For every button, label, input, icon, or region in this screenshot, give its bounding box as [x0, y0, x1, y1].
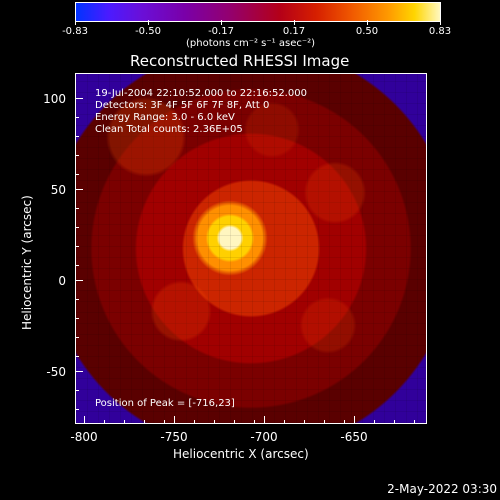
- y-minor-tick-11: [75, 337, 79, 338]
- y-minor-tick-13: [75, 390, 79, 391]
- colorbar-units: (photons cm⁻² s⁻¹ asec⁻²): [186, 38, 316, 49]
- detectors-text: Detectors: 3F 4F 5F 6F 7F 8F, Att 0: [95, 100, 270, 111]
- y-minor-tick-4: [75, 174, 79, 175]
- colorbar-tick-4: [294, 20, 295, 25]
- x-minor-tick-3: [144, 420, 145, 424]
- colorbar-label-4: 0.17: [282, 26, 306, 37]
- image-title: Reconstructed RHESSI Image: [130, 52, 350, 70]
- x-minor-tick-11: [324, 420, 325, 424]
- peak-position-text: Position of Peak = [-716,23]: [95, 398, 235, 409]
- y-axis-title: Heliocentric Y (arcsec): [20, 195, 34, 330]
- x-minor-tick-12: [344, 420, 345, 424]
- colorbar-tick-6: [440, 20, 441, 25]
- y-axis-label-3: 0: [58, 274, 66, 288]
- y-major-tick-4: [75, 371, 83, 372]
- x-axis-label-2: -750: [160, 430, 188, 444]
- y-minor-tick-10: [75, 318, 79, 319]
- y-minor-tick-7: [75, 246, 79, 247]
- y-axis-label-1: 100: [43, 92, 66, 106]
- y-axis-label-2: 50: [50, 183, 66, 197]
- x-minor-tick-15: [414, 420, 415, 424]
- x-major-tick-2: [174, 416, 175, 424]
- render-timestamp: 2-May-2022 03:30: [387, 482, 497, 496]
- colorbar-gradient: [76, 3, 440, 21]
- x-minor-tick-4: [164, 420, 165, 424]
- colorbar-label-1: -0.83: [62, 26, 88, 37]
- y-major-tick-3: [75, 280, 83, 281]
- colorbar-label-5: 0.50: [355, 26, 379, 37]
- x-minor-tick-2: [124, 420, 125, 424]
- y-minor-tick-14: [75, 409, 79, 410]
- colorbar-tick-3: [221, 20, 222, 25]
- y-minor-tick-5: [75, 208, 79, 209]
- x-minor-tick-7: [234, 420, 235, 424]
- solar-image-plot: [75, 73, 427, 424]
- energy-range-text: Energy Range: 3.0 - 6.0 keV: [95, 112, 235, 123]
- x-minor-tick-14: [394, 420, 395, 424]
- x-axis-label-4: -650: [340, 430, 368, 444]
- x-minor-tick-9: [284, 420, 285, 424]
- y-axis-label-4: -50: [46, 365, 66, 379]
- x-minor-tick-10: [304, 420, 305, 424]
- y-minor-tick-8: [75, 265, 79, 266]
- x-axis-title: Heliocentric X (arcsec): [173, 447, 309, 461]
- colorbar-label-6: 0.83: [428, 26, 452, 37]
- y-minor-tick-12: [75, 356, 79, 357]
- colorbar-label-2: -0.50: [135, 26, 161, 37]
- x-axis-label-3: -700: [250, 430, 278, 444]
- clean-counts-text: Clean Total counts: 2.36E+05: [95, 124, 243, 135]
- x-major-tick-4: [354, 416, 355, 424]
- y-minor-tick-3: [75, 155, 79, 156]
- x-minor-tick-5: [194, 420, 195, 424]
- y-major-tick-2: [75, 189, 83, 190]
- y-minor-tick-9: [75, 299, 79, 300]
- y-major-tick-1: [75, 98, 83, 99]
- colorbar-tick-1: [75, 20, 76, 25]
- x-minor-tick-6: [214, 420, 215, 424]
- time-range-text: 19-Jul-2004 22:10:52.000 to 22:16:52.000: [95, 88, 307, 99]
- y-minor-tick-6: [75, 227, 79, 228]
- x-major-tick-3: [264, 416, 265, 424]
- x-minor-tick-13: [374, 420, 375, 424]
- colorbar-tick-2: [148, 20, 149, 25]
- y-minor-tick-1: [75, 117, 79, 118]
- x-major-tick-1: [84, 416, 85, 424]
- x-axis-label-1: -800: [70, 430, 98, 444]
- x-minor-tick-1: [104, 420, 105, 424]
- x-minor-tick-8: [254, 420, 255, 424]
- colorbar-label-3: -0.17: [208, 26, 234, 37]
- colorbar-tick-5: [367, 20, 368, 25]
- y-minor-tick-2: [75, 136, 79, 137]
- colorbar: [75, 2, 441, 22]
